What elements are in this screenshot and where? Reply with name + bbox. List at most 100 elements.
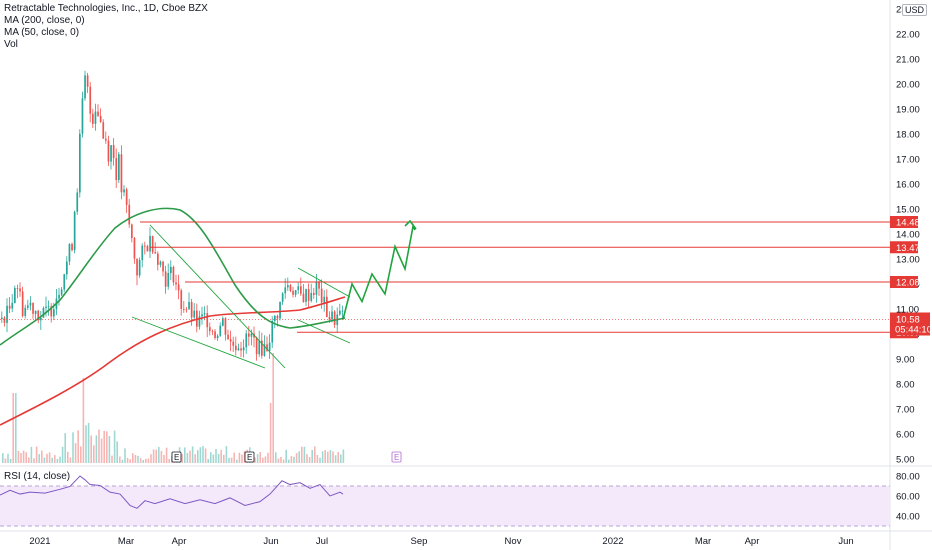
volume-bar (319, 457, 321, 463)
candle-body (255, 337, 258, 355)
price-tick-label: 20.00 (896, 80, 920, 91)
rsi-legend[interactable]: RSI (14, close) (4, 471, 71, 482)
volume-bar (332, 451, 334, 463)
earnings-marker-box (171, 451, 182, 463)
indicator-ma50[interactable]: MA (50, close, 0) (4, 27, 80, 38)
level-tag (890, 216, 918, 228)
chart-legend: Retractable Technologies, Inc., 1D, Cboe… (4, 3, 208, 51)
volume-bar (82, 378, 85, 463)
indicator-ma200[interactable]: MA (200, close, 0) (4, 15, 85, 26)
candle-body (42, 307, 45, 318)
volume-bar (113, 430, 116, 463)
candle-body (76, 192, 79, 212)
currency-badge[interactable]: USD (902, 4, 928, 16)
candle-body (167, 273, 170, 287)
candles (1, 70, 344, 361)
candle-body (37, 310, 40, 321)
candle-body (242, 347, 245, 351)
price-tick-label: 14.00 (896, 230, 920, 241)
candle-body (219, 325, 222, 336)
candle-body (118, 154, 120, 181)
current-price-label: 10.58 (896, 315, 920, 326)
candle-body (211, 331, 214, 332)
candle-body (19, 288, 21, 292)
volume-bar (119, 456, 121, 463)
candle-body (170, 266, 172, 274)
indicator-vol[interactable]: Vol (4, 39, 18, 50)
time-axis-label: Apr (172, 536, 187, 547)
countdown-label: 05:44:10 (895, 325, 932, 336)
candle-body (339, 310, 341, 315)
candle-body (6, 305, 8, 323)
rsi-tick-label: 60.00 (896, 492, 920, 503)
earnings-marker[interactable]: E (391, 451, 402, 463)
volume-bar (290, 456, 293, 463)
volume-bar (137, 455, 139, 463)
volume-bar (93, 445, 95, 463)
volume-bar (85, 425, 87, 463)
volume-bar (124, 448, 126, 463)
volume-bar (103, 431, 105, 463)
earnings-marker[interactable]: E (244, 451, 255, 463)
volume-bar (147, 458, 150, 463)
volume-bar (38, 454, 40, 463)
candle-body (105, 138, 107, 141)
volume-bar (288, 459, 290, 463)
volume-bar (220, 449, 222, 463)
volume-bar (340, 454, 342, 463)
time-axis-label: 2021 (29, 536, 50, 547)
price-tick-label: 11.00 (896, 305, 919, 316)
volume-bar (202, 446, 204, 463)
volume-bar (150, 454, 152, 463)
price-tick-label: 19.00 (896, 105, 920, 116)
volume-bar (111, 455, 113, 463)
price-tick-label: 18.00 (896, 130, 920, 141)
volume-bar (7, 453, 9, 463)
candle-body (300, 286, 302, 294)
candle-body (224, 318, 227, 335)
volume-bar (43, 457, 46, 463)
volume-bar (121, 459, 124, 463)
candle-body (274, 315, 276, 321)
candle-body (11, 302, 14, 309)
volume-bar (132, 453, 134, 463)
trendline (297, 319, 351, 344)
volume-bar (233, 452, 235, 463)
volume-bar (95, 435, 98, 463)
candle-body (79, 133, 81, 193)
volume-bar (230, 457, 233, 463)
candle-body (310, 292, 313, 301)
candle-body (188, 301, 190, 310)
volume-bar (298, 451, 300, 463)
volume-bar (275, 452, 277, 463)
candle-body (73, 211, 76, 251)
volume-bar (74, 443, 77, 463)
candle-body (112, 145, 115, 159)
candle-body (333, 311, 336, 325)
earnings-marker[interactable]: E (171, 451, 182, 463)
candle-body (14, 288, 16, 303)
volume-bar (225, 446, 228, 463)
price-tick-label: 6.00 (896, 430, 915, 441)
volume-bar (145, 458, 147, 463)
level-tag (890, 276, 918, 288)
volume-bar (191, 446, 194, 463)
candle-body (315, 281, 318, 295)
volume-bar (77, 430, 79, 463)
candle-body (128, 204, 131, 225)
volume-bar (142, 459, 144, 463)
candle-body (279, 301, 281, 319)
candle-body (341, 310, 344, 312)
volume-bar (256, 454, 259, 463)
candle-body (294, 290, 297, 295)
price-tick-label: 17.00 (896, 155, 920, 166)
candle-body (164, 271, 167, 287)
candle-body (326, 296, 328, 318)
candle-body (328, 317, 331, 320)
candle-body (261, 340, 263, 356)
candle-body (3, 317, 6, 323)
candle-body (318, 281, 320, 289)
symbol-title[interactable]: Retractable Technologies, Inc., 1D, Cboe… (4, 3, 208, 14)
volume-bar (35, 446, 38, 463)
